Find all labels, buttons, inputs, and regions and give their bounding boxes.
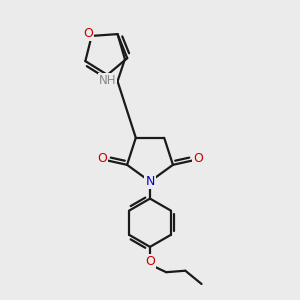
Text: O: O: [193, 152, 203, 164]
Text: NH: NH: [99, 74, 116, 87]
Text: O: O: [83, 27, 93, 40]
Text: O: O: [97, 152, 107, 164]
Text: N: N: [145, 175, 155, 188]
Text: O: O: [145, 255, 155, 268]
